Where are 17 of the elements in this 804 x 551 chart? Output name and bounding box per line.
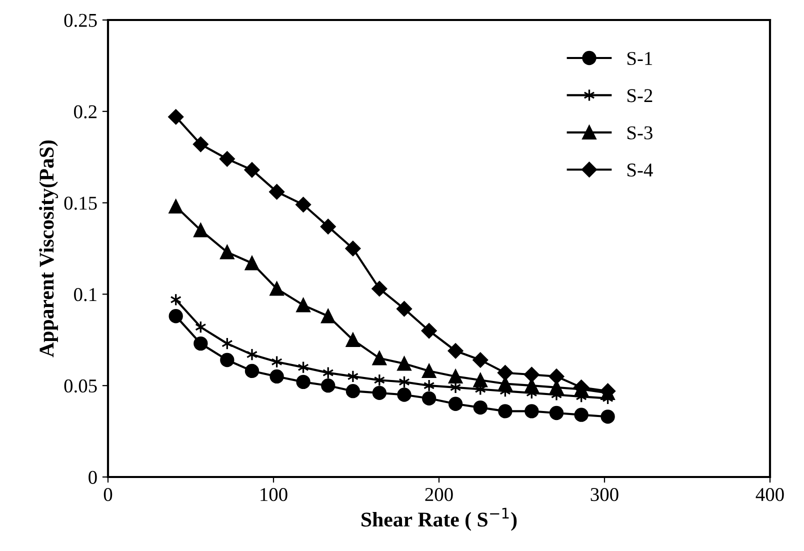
y-tick-label: 0.15 [64, 196, 97, 210]
legend-label: S-1 [627, 52, 652, 66]
x-tick-label: 200 [425, 488, 453, 502]
x-axis-title: Shear Rate ( S$^{−1}$) [362, 508, 517, 531]
y-tick-label: 0 [88, 470, 97, 484]
y-tick-label: 0.25 [64, 14, 97, 28]
legend-label: S-3 [627, 126, 652, 140]
y-tick-label: 0.2 [74, 105, 97, 118]
x-tick-label: 0 [104, 488, 112, 502]
x-tick-label: 300 [590, 488, 618, 502]
x-tick-label: 100 [260, 488, 288, 502]
legend-label: S-2 [627, 89, 652, 102]
y-tick-label: 0.05 [64, 379, 97, 393]
y-tick-label: 0.1 [74, 288, 96, 302]
x-tick-label: 400 [756, 488, 784, 502]
y-axis-title: Apparent Viscosity(PaS) [39, 140, 58, 358]
legend-label: S-4 [627, 164, 653, 177]
